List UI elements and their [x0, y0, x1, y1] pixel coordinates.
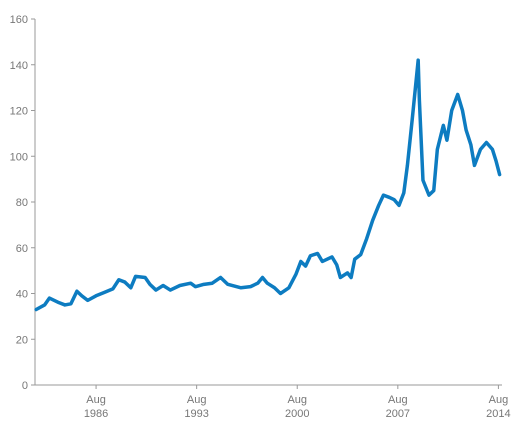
x-tick-label-line: 1986 — [84, 408, 108, 420]
x-tick-label-line: Aug — [489, 394, 509, 406]
x-tick-label-line: Aug — [287, 394, 307, 406]
x-tick-label-line: 1993 — [184, 408, 208, 420]
y-tick-label: 160 — [10, 14, 28, 26]
x-tick-label-line: Aug — [388, 394, 408, 406]
y-tick-label: 40 — [16, 289, 28, 301]
x-tick-label: Aug 2000 — [285, 394, 309, 420]
y-tick-label: 80 — [16, 197, 28, 209]
x-tick-label: Aug 2014 — [486, 394, 510, 420]
y-tick-label: 60 — [16, 243, 28, 255]
x-tick-label: Aug 1993 — [184, 394, 208, 420]
x-tick-label-line: 2007 — [386, 408, 410, 420]
x-tick-label-line: Aug — [187, 394, 207, 406]
x-tick-label: Aug 2007 — [386, 394, 410, 420]
x-tick-label-line: Aug — [86, 394, 106, 406]
x-tick-label-line: 2000 — [285, 408, 309, 420]
data-line — [34, 58, 502, 312]
x-tick-label: Aug 1986 — [84, 394, 108, 420]
y-tick-label: 140 — [10, 60, 28, 72]
y-tick-label: 20 — [16, 334, 28, 346]
y-tick-label: 120 — [10, 106, 28, 118]
y-tick-label: 0 — [22, 380, 28, 392]
y-tick-label: 100 — [10, 151, 28, 163]
x-tick-label-line: 2014 — [486, 408, 510, 420]
